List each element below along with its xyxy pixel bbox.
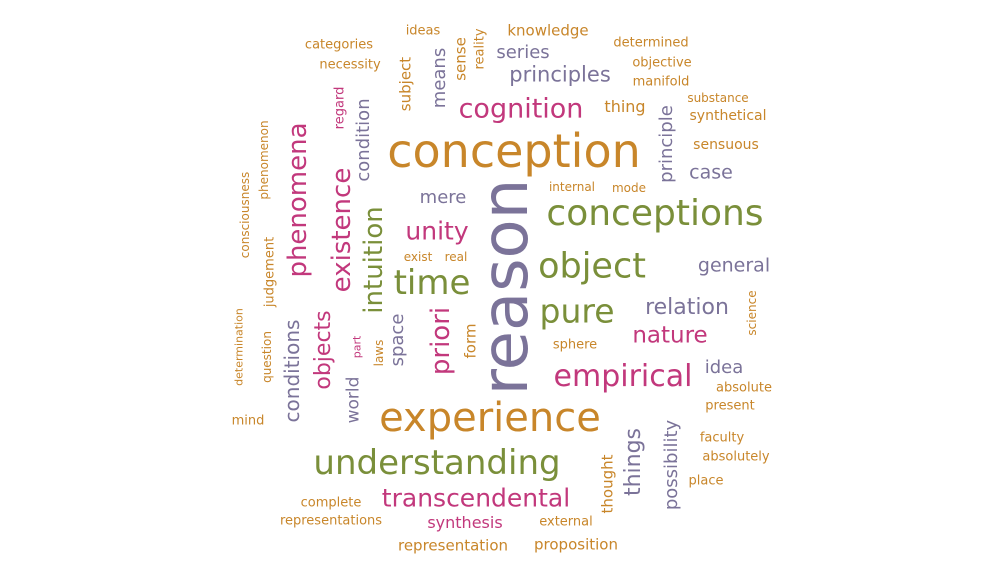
- word-manifold: manifold: [632, 74, 690, 90]
- word-thought: thought: [598, 454, 617, 514]
- word-principle: principle: [656, 105, 677, 183]
- word-external: external: [539, 514, 593, 530]
- word-categories: categories: [304, 37, 374, 53]
- word-transcendental: transcendental: [381, 483, 571, 513]
- word-possibility: possibility: [661, 419, 682, 511]
- word-part: part: [350, 335, 364, 359]
- word-thing: thing: [604, 97, 646, 116]
- word-objects: objects: [311, 310, 336, 390]
- word-cognition: cognition: [458, 93, 584, 125]
- word-knowledge: knowledge: [507, 21, 589, 40]
- word-ideas: ideas: [405, 23, 441, 39]
- word-things: things: [621, 427, 646, 497]
- word-substance: substance: [687, 91, 749, 105]
- word-time: time: [393, 263, 471, 303]
- word-understanding: understanding: [313, 443, 561, 483]
- word-laws: laws: [372, 339, 386, 367]
- word-representation: representation: [397, 536, 509, 555]
- word-reason: reason: [469, 178, 543, 396]
- word-determination: determination: [232, 308, 246, 386]
- word-exist: exist: [403, 250, 433, 264]
- word-real: real: [444, 250, 468, 264]
- word-sensuous: sensuous: [693, 137, 759, 153]
- word-absolutely: absolutely: [702, 449, 770, 465]
- word-conception: conception: [387, 124, 641, 178]
- word-necessity: necessity: [319, 57, 381, 73]
- word-nature: nature: [632, 322, 708, 349]
- word-form: form: [461, 323, 480, 359]
- word-principles: principles: [509, 62, 611, 87]
- word-synthetical: synthetical: [689, 108, 767, 124]
- word-faculty: faculty: [699, 430, 745, 446]
- word-idea: idea: [704, 357, 744, 378]
- word-priori: priori: [426, 306, 456, 376]
- word-unity: unity: [405, 216, 469, 246]
- word-synthesis: synthesis: [427, 513, 503, 532]
- word-object: object: [538, 246, 646, 287]
- word-objective: objective: [632, 55, 692, 71]
- word-condition: condition: [353, 98, 374, 182]
- word-means: means: [429, 47, 450, 109]
- word-existence: existence: [327, 167, 357, 293]
- word-series: series: [496, 42, 550, 63]
- word-sphere: sphere: [552, 337, 598, 353]
- word-sense: sense: [451, 37, 470, 81]
- word-mere: mere: [419, 187, 467, 208]
- word-subject: subject: [396, 56, 415, 112]
- word-relation: relation: [645, 295, 729, 320]
- word-representations: representations: [279, 513, 383, 529]
- word-regard: regard: [332, 86, 348, 130]
- word-pure: pure: [539, 291, 615, 331]
- word-question: question: [260, 331, 274, 383]
- word-absolute: absolute: [716, 380, 772, 396]
- word-internal: internal: [548, 180, 596, 194]
- word-mind: mind: [231, 413, 265, 429]
- word-general: general: [697, 254, 771, 277]
- word-space: space: [387, 313, 408, 367]
- word-empirical: empirical: [553, 359, 693, 394]
- word-science: science: [745, 290, 759, 336]
- word-present: present: [705, 398, 755, 414]
- word-determined: determined: [613, 35, 689, 51]
- word-judgement: judgement: [262, 236, 278, 308]
- word-mode: mode: [611, 181, 647, 195]
- word-place: place: [688, 473, 724, 489]
- word-consciousness: consciousness: [238, 171, 252, 259]
- word-case: case: [689, 161, 733, 184]
- word-experience: experience: [379, 395, 601, 441]
- word-phenomena: phenomena: [283, 122, 313, 278]
- word-reality: reality: [472, 28, 488, 70]
- word-world: world: [343, 376, 364, 424]
- word-proposition: proposition: [534, 535, 618, 554]
- word-intuition: intuition: [359, 206, 389, 314]
- word-complete: complete: [300, 495, 362, 511]
- word-conditions: conditions: [280, 319, 304, 423]
- word-conceptions: conceptions: [546, 193, 764, 234]
- word-phenomenon: phenomenon: [257, 120, 271, 200]
